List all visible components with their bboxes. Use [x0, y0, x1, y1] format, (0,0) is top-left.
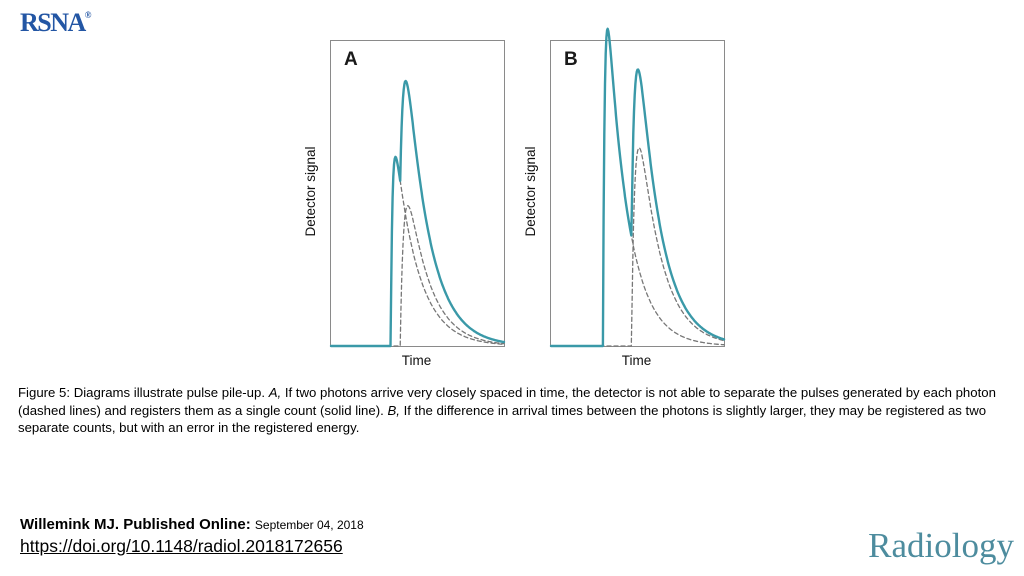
author-published-online: Willemink MJ. Published Online:: [20, 516, 251, 533]
caption-text-1: Figure 5: Diagrams illustrate pulse pile…: [18, 385, 269, 400]
curve-photon-pulse-1: [550, 28, 725, 347]
panel-label-b: B: [564, 49, 578, 70]
pulse-pileup-chart-a: [329, 79, 506, 348]
caption-text-3: If the difference in arrival times betwe…: [18, 402, 987, 436]
y-axis-label-a: Detector signal: [303, 146, 318, 237]
plot-area-a: A: [329, 40, 506, 348]
doi-link[interactable]: https://doi.org/10.1148/radiol.201817265…: [20, 536, 343, 556]
publication-line: Willemink MJ. Published Online: Septembe…: [20, 516, 364, 533]
y-axis-label-b: Detector signal: [523, 146, 538, 237]
caption-panel-ref-b: B,: [387, 402, 400, 418]
curve-photon-pulse-2: [550, 147, 725, 347]
panel-label-a: A: [344, 49, 358, 70]
curve-registered-signal: [549, 27, 726, 348]
rsna-logo: RSNA®: [20, 8, 92, 38]
curve-registered-signal: [329, 79, 506, 348]
registered-trademark-icon: ®: [84, 10, 92, 20]
caption-text-2: If two photons arrive very closely space…: [18, 385, 996, 418]
pulse-pileup-chart-b: [549, 27, 726, 348]
caption-panel-ref-a: A,: [268, 385, 282, 400]
x-axis-label-a: Time: [401, 353, 432, 368]
rsna-logo-text: RSNA: [20, 8, 86, 37]
curve-photon-pulse-2: [330, 205, 505, 347]
radiology-journal-logo: Radiology: [868, 526, 1014, 565]
plot-area-b: B: [549, 27, 726, 348]
x-axis-label-b: Time: [621, 353, 652, 368]
publish-date: September 04, 2018: [254, 518, 364, 532]
figure-caption: Figure 5: Diagrams illustrate pulse pile…: [18, 384, 1008, 437]
curve-photon-pulse-1: [330, 156, 505, 347]
